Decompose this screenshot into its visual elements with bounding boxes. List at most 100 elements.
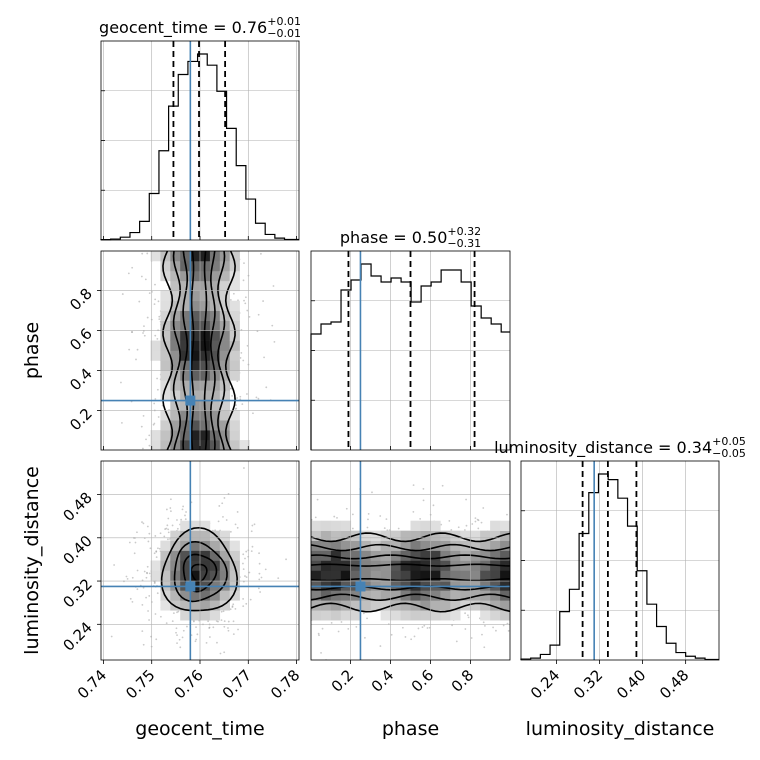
density-cell [190,251,201,262]
panel-content [311,461,510,660]
density-cell [229,280,240,292]
scatter-point [242,562,244,565]
scatter-point [155,550,158,553]
scatter-point [428,626,431,629]
scatter-point [156,388,159,391]
scatter-point [222,610,225,613]
density-cell [400,530,411,541]
density-cell [180,270,191,282]
scatter-point [366,617,368,620]
scatter-point [141,630,144,633]
scatter-point [465,524,468,527]
density-cell [219,410,230,421]
scatter-point [223,651,226,654]
y-axis-label-luminosity_distance: luminosity_distance [21,466,43,655]
density-cell [190,320,201,331]
density-cell [170,310,181,321]
density-cell [229,340,240,351]
density-cell [190,570,201,581]
scatter-point [142,332,144,334]
density-cell [480,600,491,611]
density-cell [200,360,211,371]
contour-line [311,532,510,543]
scatter-point [471,523,474,525]
scatter-point [243,299,245,302]
scatter-point [167,538,169,541]
scatter-point [477,519,480,522]
density-cell [219,580,230,591]
density-cell [160,380,171,391]
density-cell [370,540,381,551]
density-cell [450,570,461,581]
density-cell [160,300,171,311]
density-cell [180,440,191,450]
scatter-point [135,358,137,361]
scatter-point [136,569,139,572]
density-cell [500,530,510,541]
density-cell [420,570,431,581]
scatter-point [154,298,157,301]
density-cell [150,430,161,441]
scatter-point [146,252,149,255]
density-cell [160,390,171,401]
scatter-point [145,438,147,441]
scatter-point [138,300,141,303]
scatter-point [364,636,366,639]
density-cell [440,610,451,621]
scatter-point [193,620,195,623]
scatter-point [277,577,280,580]
scatter-point [131,266,134,269]
density-cell [500,610,510,621]
scatter-point [258,572,261,575]
scatter-point [182,505,185,508]
scatter-point [242,279,245,282]
density-cell [430,550,441,561]
scatter-point [388,529,391,532]
density-cell [190,330,201,341]
scatter-point [245,602,248,605]
scatter-point [143,334,146,337]
density-cell [500,540,510,551]
density-cell [490,540,501,551]
density-cell [390,570,401,581]
scatter-point [167,528,170,531]
density-cell [330,520,342,531]
scatter-point [195,626,197,629]
scatter-point [367,512,370,515]
density-cell [170,530,181,541]
scatter-point [159,615,162,618]
density-cell [180,610,191,621]
density-cell [400,580,411,591]
y-tick-label: 0.2 [66,405,96,435]
scatter-point [236,397,239,399]
scatter-point [145,576,148,579]
density-cell [410,570,421,581]
scatter-point [251,524,254,527]
density-cell [180,560,191,571]
density-cell [209,400,221,411]
title-upper-error: +0.32 [447,225,481,238]
scatter-point [125,575,128,578]
density-cell [209,390,221,401]
density-cell [229,310,240,321]
density-cell [219,260,230,272]
scatter-point [141,252,144,255]
scatter-point [251,545,254,548]
density-cell [160,330,171,341]
title-lower-error: −0.01 [267,27,301,40]
y-axis-label-phase: phase [21,322,43,379]
y-tick-label: 0.24 [59,618,95,654]
density-cell [311,560,322,571]
scatter-point [134,541,137,544]
scatter-point [148,619,150,621]
density-cell [320,600,332,611]
scatter-point [128,541,131,544]
density-cell [229,300,240,311]
x-tick-label: 0.8 [448,666,478,696]
scatter-point [157,547,159,550]
density-cell [229,251,240,262]
scatter-point [177,610,180,613]
scatter-point [421,626,424,629]
density-cell [190,340,201,351]
scatter-point [219,652,222,655]
